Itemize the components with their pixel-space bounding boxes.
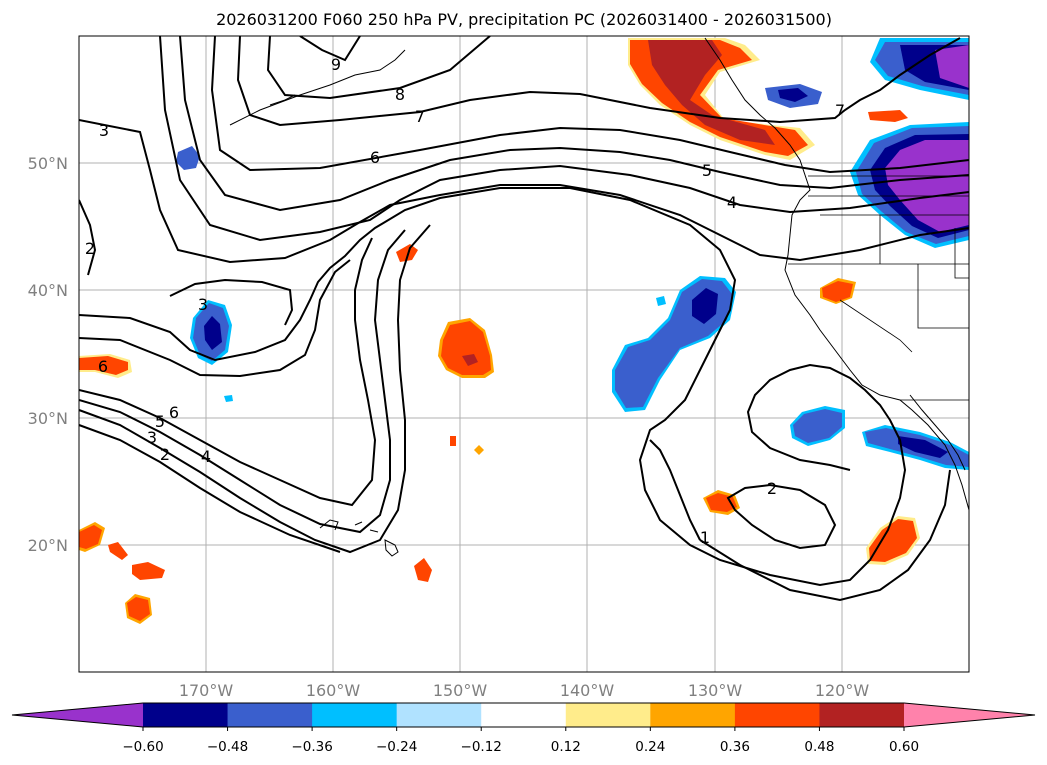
latitude-labels: 50°N 40°N 30°N 20°N	[28, 154, 68, 555]
precip-negative-core	[204, 316, 222, 350]
colorbar-segment	[565, 703, 651, 727]
lon-label: 120°W	[815, 681, 870, 700]
contour-label: 4	[201, 447, 211, 466]
colorbar-extend-low	[12, 703, 143, 727]
colorbar-tick-label: −0.36	[291, 739, 332, 755]
colorbar-segment	[312, 703, 398, 727]
precip-positive-region	[869, 519, 917, 562]
precip-positive-region	[474, 445, 484, 455]
precip-positive-core	[648, 40, 775, 145]
precip-positive-region	[450, 436, 456, 446]
precip-negative-region	[656, 296, 666, 306]
contour-label: 2	[85, 239, 95, 258]
colorbar-extend-high	[904, 703, 1035, 727]
lon-label: 160°W	[306, 681, 361, 700]
colorbar-tick-label: −0.12	[461, 739, 502, 755]
lat-label: 50°N	[28, 154, 68, 173]
map-title: 2026031200 F060 250 hPa PV, precipitatio…	[216, 10, 832, 29]
colorbar: −0.60 −0.48 −0.36 −0.24 −0.12 0.12 0.24 0.36 0.4…	[11, 702, 1036, 755]
colorbar-tick-label: −0.24	[376, 739, 417, 755]
lat-label: 20°N	[28, 536, 68, 555]
precip-negative-region	[176, 146, 200, 170]
contour-label: 1	[700, 528, 710, 547]
lat-label: 30°N	[28, 409, 68, 428]
precip-positive-region	[79, 525, 102, 549]
colorbar-segment	[143, 703, 229, 727]
contour-label: 5	[702, 161, 712, 180]
lon-label: 170°W	[179, 681, 234, 700]
colorbar-tick-label: 0.36	[720, 739, 750, 755]
colorbar-segment	[650, 703, 736, 727]
colorbar-segment	[734, 703, 820, 727]
colorbar-tick-label: −0.60	[122, 739, 163, 755]
longitude-labels: 170°W 160°W 150°W 140°W 130°W 120°W	[179, 681, 870, 700]
lon-label: 130°W	[688, 681, 743, 700]
contour-labels: 9 8 7 6 5 4 3 2 1 7 6 6 5 3 2 4 3 2	[85, 55, 845, 547]
colorbar-segment	[396, 703, 482, 727]
contour-label: 3	[147, 428, 157, 447]
contour-label: 8	[395, 85, 405, 104]
precip-positive-region	[414, 558, 432, 582]
precip-positive-region	[108, 542, 128, 560]
lat-label: 40°N	[28, 281, 68, 300]
lon-label: 150°W	[433, 681, 488, 700]
precip-positive-region	[127, 597, 150, 621]
precip-negative-core	[898, 436, 948, 458]
contour-label: 2	[160, 445, 170, 464]
precip-negative-core	[935, 45, 969, 88]
contour-label: 3	[198, 295, 208, 314]
lon-label: 140°W	[560, 681, 615, 700]
colorbar-tick-label: 0.12	[551, 739, 581, 755]
contour-label: 6	[169, 403, 179, 422]
precip-negative-core	[778, 88, 808, 102]
pv-contours	[79, 36, 969, 602]
precip-negative-core	[692, 288, 718, 324]
colorbar-tick-label: 0.24	[635, 739, 665, 755]
contour-label: 2	[767, 479, 777, 498]
precip-positive-region	[868, 110, 908, 122]
colorbar-segment	[227, 703, 313, 727]
contour-label: 9	[331, 55, 341, 74]
precip-positive-region	[396, 244, 418, 262]
colorbar-tick-label: −0.48	[207, 739, 248, 755]
contour-label: 3	[99, 121, 109, 140]
contour-label: 6	[98, 357, 108, 376]
colorbar-segment	[481, 703, 567, 727]
colorbar-outline	[11, 702, 1036, 728]
precip-negative-region	[224, 395, 233, 402]
colorbar-segment	[819, 703, 905, 727]
precip-positive-region	[79, 356, 128, 375]
contour-label: 4	[727, 193, 737, 212]
colorbar-tick-label: 0.60	[889, 739, 919, 755]
contour-label: 6	[370, 148, 380, 167]
precip-positive-region	[822, 281, 853, 302]
map-panel: 9 8 7 6 5 4 3 2 1 7 6 6 5 3 2 4 3 2	[78, 35, 970, 673]
precip-positive-region	[132, 562, 165, 580]
contour-label: 7	[415, 107, 425, 126]
map-frame	[78, 35, 970, 673]
graticule	[79, 36, 969, 672]
contour-label: 7	[835, 101, 845, 120]
precip-positive-region	[441, 321, 491, 375]
precip-negative-region	[793, 409, 842, 443]
colorbar-tick-label: 0.48	[804, 739, 834, 755]
contour-label: 5	[155, 412, 165, 431]
precip-positive-core	[462, 354, 478, 366]
